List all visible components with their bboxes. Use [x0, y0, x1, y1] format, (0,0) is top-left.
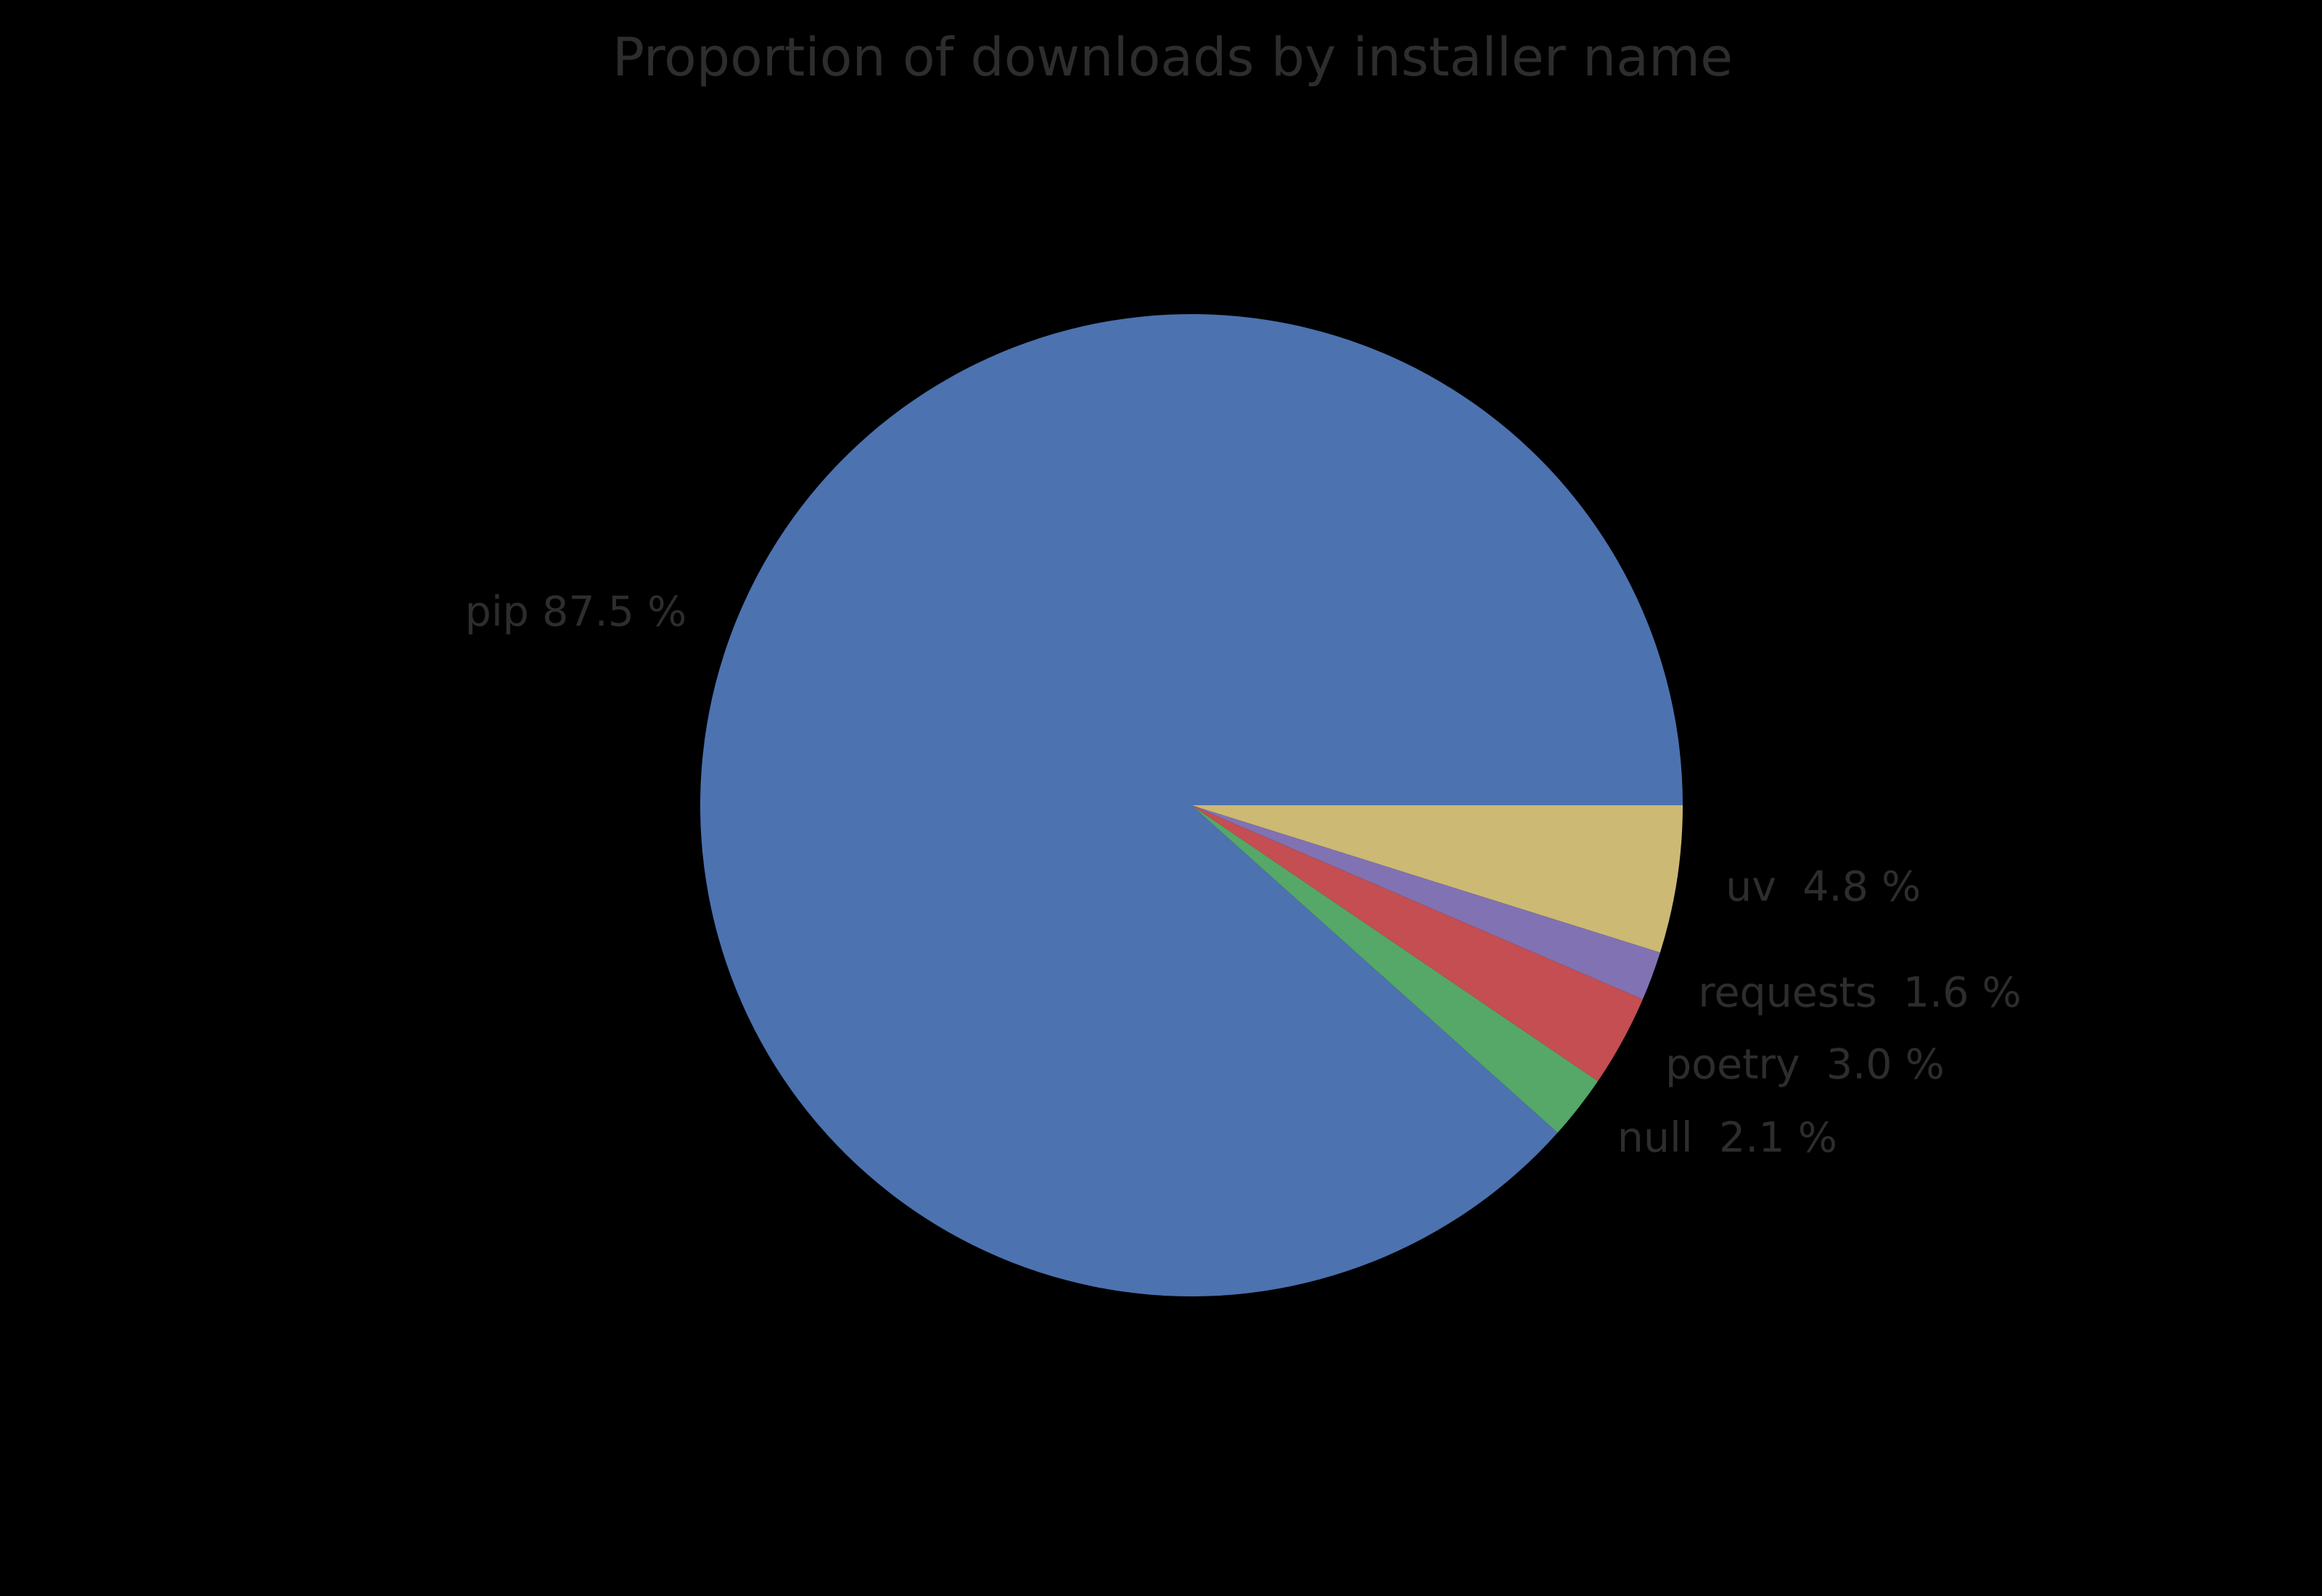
- pie-slice-pip: [700, 313, 1683, 1296]
- pie-label-requests: requests 1.6 %: [1698, 968, 2022, 1017]
- pie-slice-poetry: [1191, 805, 1643, 1082]
- pie-label-uv: uv 4.8 %: [1726, 863, 1921, 911]
- chart-title: Proportion of downloads by installer nam…: [612, 27, 1734, 89]
- pie-label-poetry: poetry 3.0 %: [1665, 1040, 1945, 1089]
- pie-label-null: null 2.1 %: [1617, 1114, 1837, 1162]
- pie-slice-requests: [1191, 805, 1660, 1000]
- pie-slice-null: [1191, 805, 1599, 1133]
- pie-slice-uv: [1191, 805, 1683, 953]
- pie-label-pip: pip 87.5 %: [464, 588, 687, 636]
